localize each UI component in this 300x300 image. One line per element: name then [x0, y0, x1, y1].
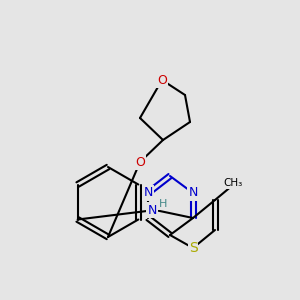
Text: N: N	[147, 203, 157, 217]
Text: N: N	[143, 187, 153, 200]
Text: O: O	[157, 74, 167, 86]
Text: O: O	[135, 155, 145, 169]
Text: CH₃: CH₃	[224, 178, 243, 188]
Text: N: N	[188, 187, 198, 200]
Text: S: S	[189, 241, 197, 255]
Text: H: H	[159, 199, 167, 209]
